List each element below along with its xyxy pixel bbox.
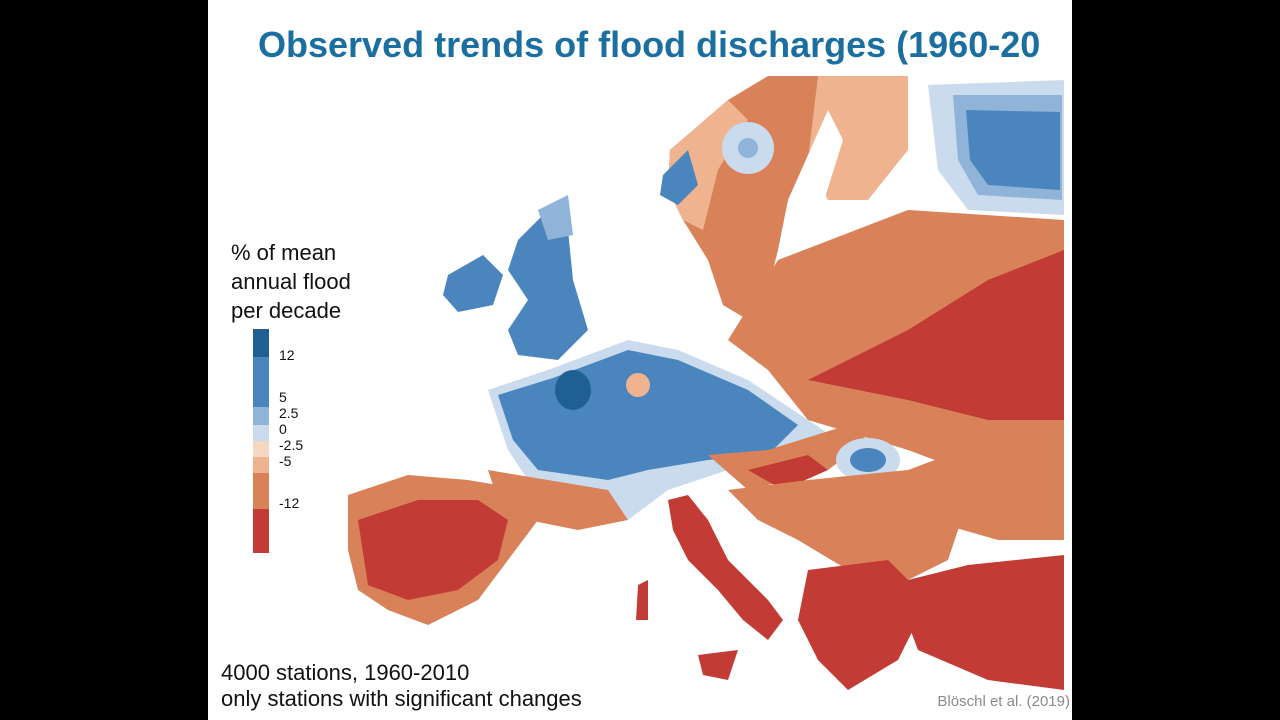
- legend-tick-0: 0: [279, 421, 287, 437]
- legend-swatch-increase: [253, 357, 269, 407]
- legend-swatch-slight-decrease: [253, 457, 269, 473]
- footer-line2: only stations with significant changes: [221, 686, 582, 711]
- alps-region: [708, 425, 868, 490]
- legend-color-bar: [253, 329, 269, 553]
- legend-swatch-weak-increase: [253, 425, 269, 441]
- footer-line1: 4000 stations, 1960-2010: [221, 660, 470, 685]
- legend-tick-12: 12: [279, 347, 295, 363]
- legend-swatch-slight-increase: [253, 407, 269, 425]
- legend-swatch-strong-decrease: [253, 509, 269, 553]
- norway-blue-zone: [660, 150, 698, 205]
- legend-swatch-decrease: [253, 473, 269, 509]
- legend-title-line1: % of mean: [231, 240, 337, 265]
- legend-title: % of mean annual flood per decade: [231, 238, 401, 325]
- legend-tick-5: 5: [279, 389, 287, 405]
- legend-tick-neg-2-5: -2.5: [279, 437, 304, 453]
- balkans-region: [728, 470, 968, 580]
- legend-title-line3: per decade: [231, 298, 342, 323]
- citation: Blöschl et al. (2019): [937, 693, 1070, 710]
- legend-tick-neg-5: -5: [279, 453, 292, 469]
- europe-flood-trend-map: [348, 76, 1064, 690]
- legend-tick-2-5: 2.5: [279, 405, 299, 421]
- turkey-region: [903, 555, 1064, 690]
- legend-swatch-weak-decrease: [253, 441, 269, 457]
- legend-swatch-strong-increase: [253, 329, 269, 357]
- ukraine-red-zone: [908, 440, 1064, 540]
- south-france-region: [488, 470, 628, 530]
- legend-tick-neg-12: -12: [279, 495, 300, 511]
- ireland-region: [443, 255, 503, 312]
- uk-region: [508, 205, 588, 360]
- slide: Observed trends of flood discharges (196…: [208, 0, 1072, 720]
- slide-title: Observed trends of flood discharges (196…: [258, 24, 1041, 65]
- footer-caption: 4000 stations, 1960-2010 only stations w…: [221, 660, 582, 712]
- eastern-europe-red-zone: [808, 250, 1064, 420]
- legend-title-line2: annual flood: [231, 269, 351, 294]
- italy-region: [668, 495, 783, 640]
